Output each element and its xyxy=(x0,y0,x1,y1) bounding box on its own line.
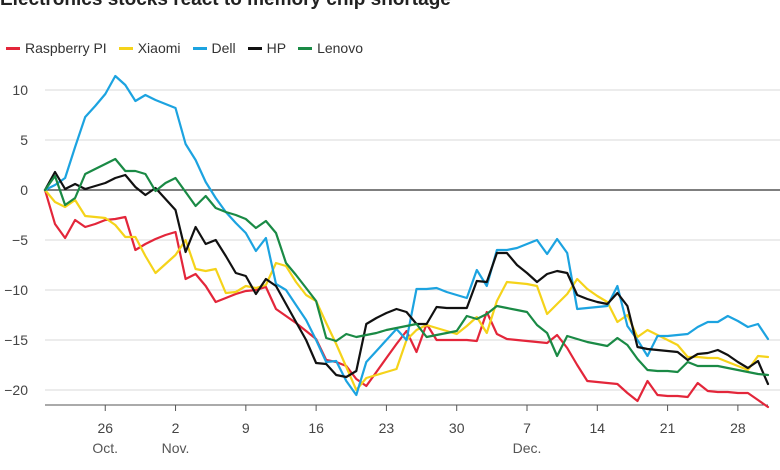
y-axis-tick-labels: 10 5 0 −5 −10 −15 −20 xyxy=(4,82,28,398)
chart-title: Electronics stocks react to memory chip … xyxy=(0,0,451,11)
x-tick-label: 16 xyxy=(308,420,324,436)
x-tick-label: 26 xyxy=(97,420,113,436)
series-lines xyxy=(43,74,770,409)
legend-label: Lenovo xyxy=(317,40,364,56)
x-tick-label: 28 xyxy=(730,420,746,436)
legend-label: Raspberry PI xyxy=(25,40,107,56)
legend-swatch xyxy=(247,46,262,50)
y-tick-label: −10 xyxy=(4,282,28,298)
legend-item: HP xyxy=(247,40,287,56)
legend-swatch xyxy=(298,46,313,50)
x-tick-label: 30 xyxy=(449,420,465,436)
x-tick-label: 7 xyxy=(523,420,531,436)
y-gridlines xyxy=(45,89,780,391)
x-tick-label: 2 xyxy=(172,420,180,436)
legend-swatch xyxy=(192,46,207,50)
y-tick-label: 5 xyxy=(20,132,28,148)
x-tick-label: 14 xyxy=(590,420,606,436)
x-month-label: Dec. xyxy=(513,440,542,456)
legend-item: Lenovo xyxy=(298,40,363,56)
legend-item: Dell xyxy=(192,40,236,56)
x-month-label: Oct. xyxy=(92,440,118,456)
x-month-label: Nov. xyxy=(162,440,190,456)
legend-label: Dell xyxy=(211,40,236,56)
y-tick-label: 10 xyxy=(12,82,28,98)
y-tick-label: −20 xyxy=(4,382,28,398)
legend-item: Raspberry PI xyxy=(6,40,107,56)
x-axis: 26 Oct. 2 Nov. 9 16 23 30 7 Dec. 14 21 28 xyxy=(45,404,768,456)
legend-swatch xyxy=(118,46,133,50)
y-tick-label: 0 xyxy=(20,182,28,198)
legend-swatch xyxy=(6,46,20,50)
legend-label: Xiaomi xyxy=(137,40,181,56)
series-line-hp xyxy=(43,170,770,386)
legend-label: HP xyxy=(266,40,287,56)
series-line-lenovo xyxy=(43,157,770,377)
legend: Raspberry PI Xiaomi Dell HP Lenovo xyxy=(6,40,363,56)
y-tick-label: −5 xyxy=(12,232,28,248)
x-tick-label: 21 xyxy=(660,420,676,436)
x-tick-label: 23 xyxy=(379,420,395,436)
y-tick-label: −15 xyxy=(4,332,28,348)
series-line-dell xyxy=(43,74,770,397)
legend-item: Xiaomi xyxy=(118,40,181,56)
series-line-raspberry-pi xyxy=(43,188,770,409)
x-tick-label: 9 xyxy=(242,420,250,436)
